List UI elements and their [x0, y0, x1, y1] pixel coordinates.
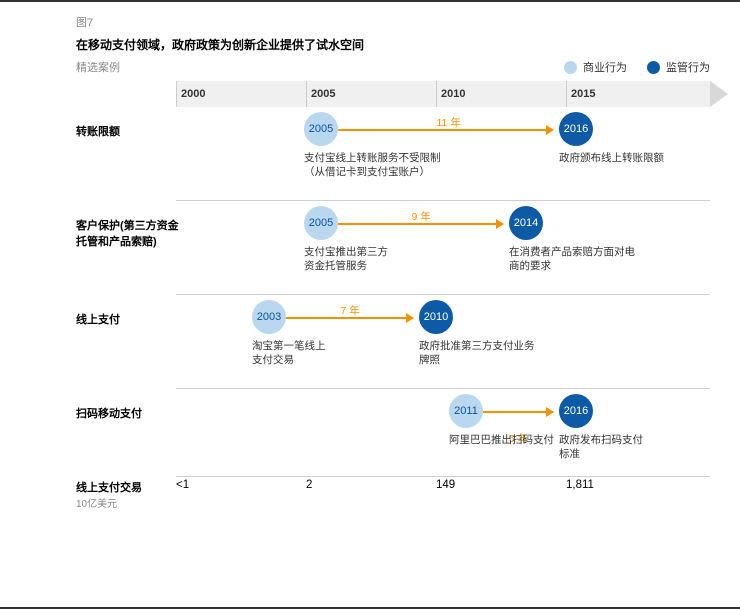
timeline-row: 客户保护(第三方资金托管和产品索赔)9 年2005支付宝推出第三方资金托管服务2…	[176, 201, 710, 295]
row-label: 线上支付	[76, 311, 186, 327]
end-node: 2016	[559, 112, 593, 146]
figure-subtitle: 精选案例	[76, 59, 120, 75]
bottom-values: <1 2 149 1,811	[176, 479, 710, 499]
bottom-value: 2	[306, 479, 312, 491]
duration-label: 9 年	[412, 209, 431, 224]
row-label: 转账限额	[76, 123, 186, 139]
start-node: 2011	[449, 394, 483, 428]
legend-commercial-label: 商业行为	[583, 59, 627, 75]
end-node-desc: 政府批准第三方支付业务牌照	[419, 339, 559, 367]
timeline-row: 线上支付7 年2003淘宝第一笔线上支付交易2010政府批准第三方支付业务牌照	[176, 295, 710, 389]
timeline: 2000 2005 2010 2015 转账限额 11 年 2005 支付宝线上转账服务不受…	[76, 81, 710, 477]
row-label: 扫码移动支付	[76, 405, 186, 421]
figure-title: 在移动支付领域，政府政策为创新企业提供了试水空间	[76, 36, 710, 53]
legend: 商业行为 监管行为	[564, 59, 710, 75]
figure-container: 图7 在移动支付领域，政府政策为创新企业提供了试水空间 精选案例 商业行为 监管…	[0, 0, 740, 609]
timeline-row: 扫码移动支付5 年2011阿里巴巴推出扫码支付2016政府发布扫码支付标准	[176, 389, 710, 477]
duration-label: 11 年	[437, 115, 461, 130]
end-node: 2014	[509, 206, 543, 240]
year-tick: 2000	[176, 81, 205, 107]
start-node-desc: 淘宝第一笔线上支付交易	[252, 339, 392, 367]
start-node-desc: 支付宝线上转账服务不受限制（从借记卡到支付宝账户）	[304, 151, 444, 179]
legend-commercial-dot	[564, 61, 577, 74]
row-label: 客户保护(第三方资金托管和产品索赔)	[76, 217, 186, 249]
bottom-value: <1	[176, 479, 189, 491]
year-axis: 2000 2005 2010 2015	[176, 81, 710, 107]
duration-label: 7 年	[341, 303, 360, 318]
start-node: 2005	[304, 112, 338, 146]
end-node-desc: 政府颁布线上转账限额	[559, 151, 699, 165]
connector-arrow	[483, 411, 553, 413]
year-tick: 2015	[566, 81, 595, 107]
end-node-desc: 政府发布扫码支付标准	[559, 433, 699, 461]
bottom-label-2: 10亿美元	[76, 495, 176, 510]
legend-regulatory-label: 监管行为	[666, 59, 710, 75]
legend-regulatory-dot	[647, 61, 660, 74]
legend-commercial: 商业行为	[564, 59, 627, 75]
bottom-value: 149	[436, 479, 455, 491]
end-node-desc: 在消费者产品索赔方面对电商的要求	[509, 245, 649, 273]
bottom-value: 1,811	[566, 479, 594, 491]
subtitle-row: 精选案例 商业行为 监管行为	[76, 59, 710, 75]
axis-arrow-icon	[710, 81, 728, 107]
bottom-label: 线上支付交易 10亿美元	[76, 479, 176, 510]
start-node-desc: 支付宝推出第三方资金托管服务	[304, 245, 444, 273]
bottom-table: 线上支付交易 10亿美元 <1 2 149 1,811	[76, 479, 710, 510]
start-node: 2005	[304, 206, 338, 240]
legend-regulatory: 监管行为	[647, 59, 710, 75]
figure-number: 图7	[76, 14, 710, 30]
rows-container: 转账限额 11 年 2005 支付宝线上转账服务不受限制（从借记卡到支付宝账户） 201…	[76, 107, 710, 477]
end-node: 2010	[419, 300, 453, 334]
timeline-row: 转账限额11 年2005支付宝线上转账服务不受限制（从借记卡到支付宝账户）201…	[176, 107, 710, 201]
year-tick: 2010	[436, 81, 465, 107]
end-node: 2016	[559, 394, 593, 428]
year-tick: 2005	[306, 81, 335, 107]
bottom-label-1: 线上支付交易	[76, 479, 176, 495]
start-node: 2003	[252, 300, 286, 334]
